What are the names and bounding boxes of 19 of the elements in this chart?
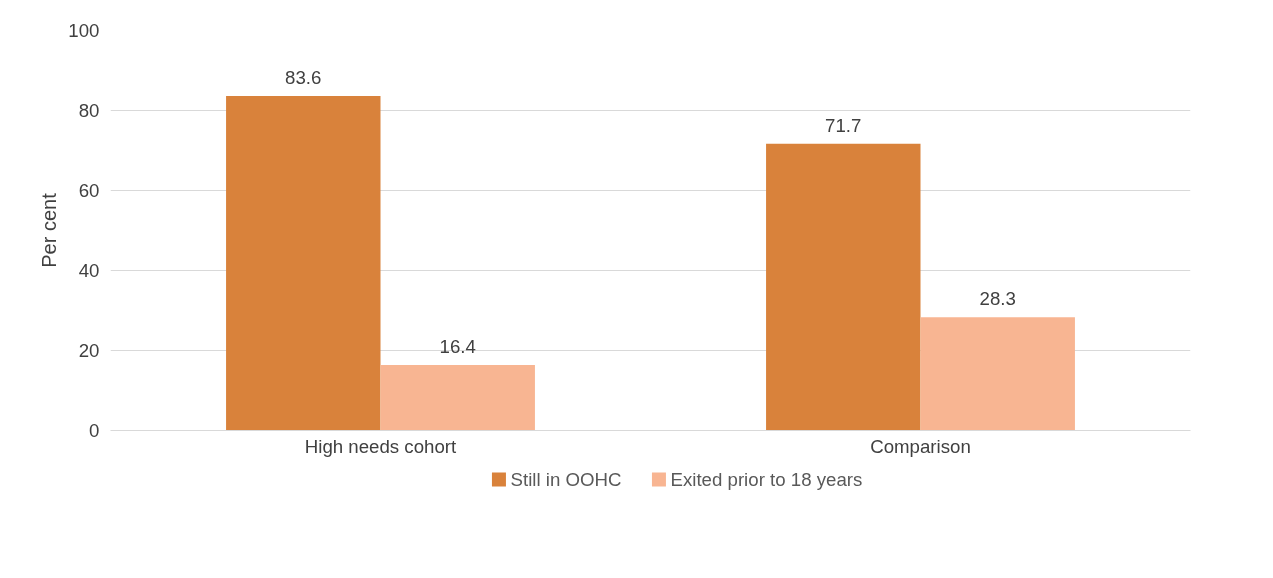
y-axis-title: Per cent bbox=[38, 192, 61, 268]
x-tick-label: Comparison bbox=[870, 435, 971, 457]
y-tick-label: 20 bbox=[78, 340, 100, 361]
y-tick-label: 0 bbox=[89, 420, 100, 441]
x-tick-label: High needs cohort bbox=[304, 435, 458, 457]
legend-label: Still in OOHC bbox=[510, 469, 622, 490]
data-label: 71.7 bbox=[825, 114, 862, 136]
legend-label: Exited prior to 18 years bbox=[670, 469, 863, 490]
data-label: 28.3 bbox=[979, 288, 1016, 310]
bar bbox=[920, 317, 1075, 431]
bar bbox=[226, 96, 381, 431]
bar bbox=[766, 143, 921, 431]
data-label: 16.4 bbox=[439, 335, 476, 357]
bar bbox=[380, 364, 535, 431]
y-tick-label: 80 bbox=[78, 100, 100, 121]
y-tick-label: 100 bbox=[68, 20, 100, 41]
data-label: 83.6 bbox=[285, 67, 322, 89]
y-tick-label: 40 bbox=[78, 260, 100, 281]
y-tick-label: 60 bbox=[78, 180, 100, 201]
